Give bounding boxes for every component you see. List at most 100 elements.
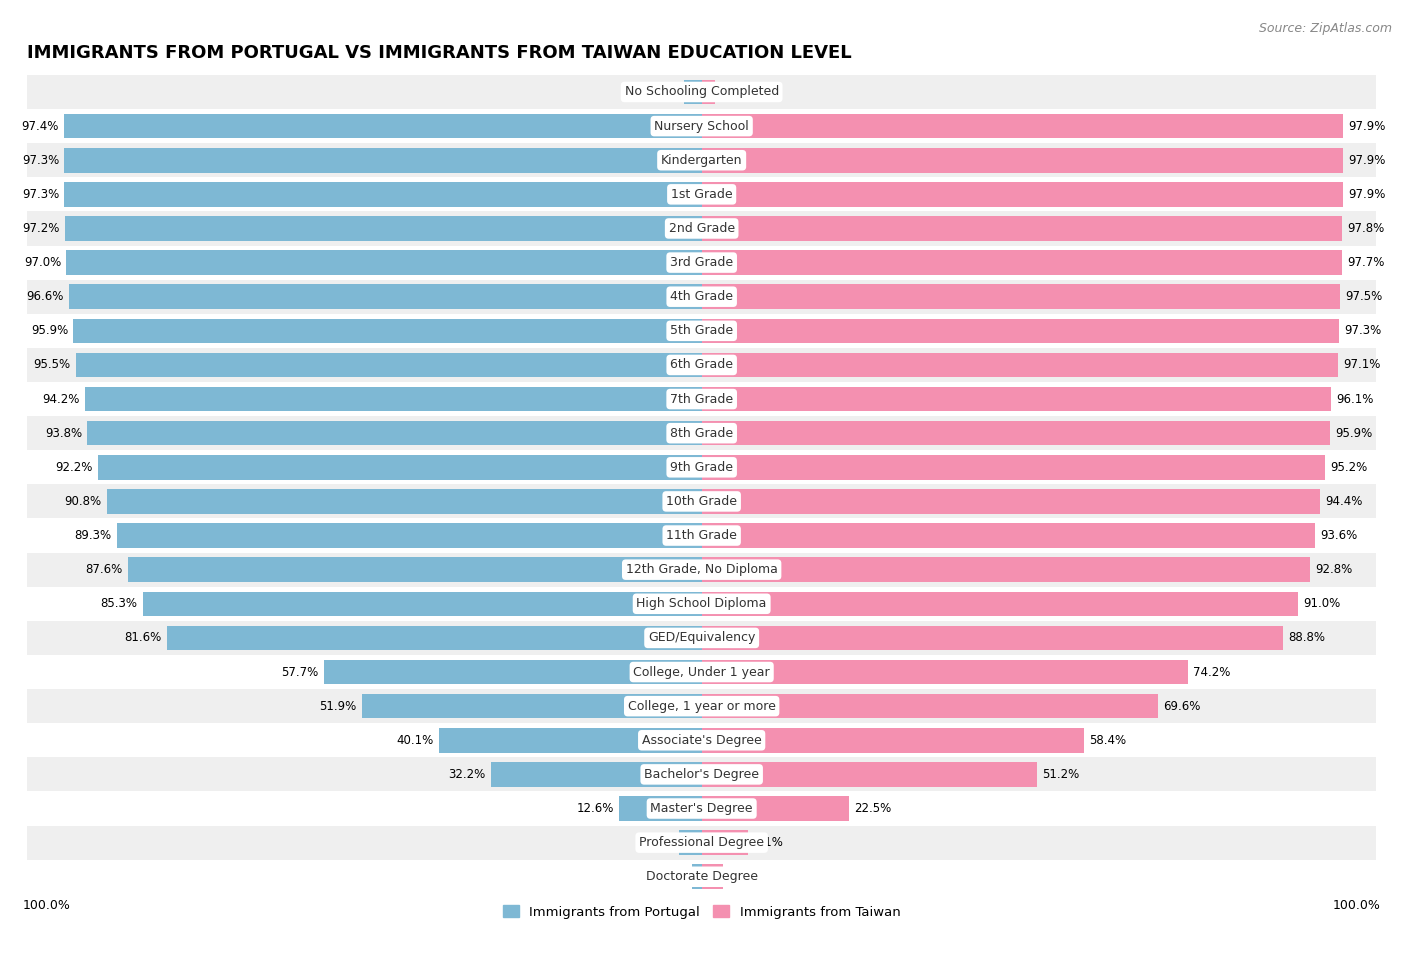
Bar [702,831,748,855]
Bar [702,592,1298,616]
Text: 3.2%: 3.2% [728,871,758,883]
Bar [702,694,1157,719]
Bar [27,450,1376,485]
Text: Kindergarten: Kindergarten [661,154,742,167]
Bar [702,182,1343,207]
Bar [128,558,702,582]
Text: 97.1%: 97.1% [1343,359,1381,371]
Bar [702,285,1340,309]
Text: 5th Grade: 5th Grade [671,325,734,337]
Bar [63,114,702,138]
Text: 69.6%: 69.6% [1163,700,1201,713]
Text: 85.3%: 85.3% [101,598,138,610]
Text: 95.5%: 95.5% [34,359,70,371]
Bar [27,553,1376,587]
Bar [84,387,702,411]
Text: 12th Grade, No Diploma: 12th Grade, No Diploma [626,564,778,576]
Bar [65,182,702,207]
Bar [683,80,702,104]
Bar [702,387,1331,411]
Bar [323,660,702,684]
Text: 97.0%: 97.0% [24,256,60,269]
Text: IMMIGRANTS FROM PORTUGAL VS IMMIGRANTS FROM TAIWAN EDUCATION LEVEL: IMMIGRANTS FROM PORTUGAL VS IMMIGRANTS F… [27,44,852,62]
Text: 2nd Grade: 2nd Grade [669,222,735,235]
Bar [702,626,1284,650]
Text: 4th Grade: 4th Grade [671,291,733,303]
Text: 97.5%: 97.5% [1346,291,1384,303]
Text: 1.5%: 1.5% [657,871,686,883]
Text: 96.6%: 96.6% [27,291,63,303]
Bar [65,216,702,241]
Bar [27,587,1376,621]
Legend: Immigrants from Portugal, Immigrants from Taiwan: Immigrants from Portugal, Immigrants fro… [498,900,905,924]
Bar [702,216,1343,241]
Bar [702,489,1320,514]
Bar [702,251,1341,275]
Bar [117,524,702,548]
Text: Master's Degree: Master's Degree [651,802,754,815]
Text: 40.1%: 40.1% [396,734,434,747]
Bar [27,689,1376,723]
Bar [98,455,702,480]
Text: Nursery School: Nursery School [654,120,749,133]
Text: GED/Equivalency: GED/Equivalency [648,632,755,644]
Bar [702,319,1339,343]
Text: Associate's Degree: Associate's Degree [641,734,762,747]
Bar [702,797,849,821]
Text: 92.2%: 92.2% [55,461,93,474]
Bar [702,865,723,889]
Text: 3rd Grade: 3rd Grade [671,256,734,269]
Text: 97.3%: 97.3% [1344,325,1382,337]
Text: 9th Grade: 9th Grade [671,461,733,474]
Text: 57.7%: 57.7% [281,666,319,679]
Text: 81.6%: 81.6% [125,632,162,644]
Bar [27,826,1376,860]
Bar [702,524,1315,548]
Bar [27,177,1376,212]
Text: 97.8%: 97.8% [1347,222,1385,235]
Text: 88.8%: 88.8% [1288,632,1326,644]
Bar [702,80,716,104]
Text: 95.2%: 95.2% [1330,461,1368,474]
Text: 95.9%: 95.9% [31,325,69,337]
Text: College, 1 year or more: College, 1 year or more [627,700,776,713]
Text: 97.9%: 97.9% [1348,188,1385,201]
Bar [702,455,1326,480]
Text: 1st Grade: 1st Grade [671,188,733,201]
Bar [27,860,1376,894]
Text: 74.2%: 74.2% [1192,666,1230,679]
Text: 89.3%: 89.3% [75,529,111,542]
Bar [702,421,1330,446]
Text: College, Under 1 year: College, Under 1 year [633,666,770,679]
Bar [27,109,1376,143]
Text: 2.7%: 2.7% [650,86,679,98]
Text: 97.3%: 97.3% [22,154,59,167]
Text: 51.9%: 51.9% [319,700,357,713]
Bar [66,251,702,275]
Text: 10th Grade: 10th Grade [666,495,737,508]
Bar [87,421,702,446]
Text: 90.8%: 90.8% [65,495,101,508]
Bar [27,519,1376,553]
Text: 97.9%: 97.9% [1348,154,1385,167]
Text: Bachelor's Degree: Bachelor's Degree [644,768,759,781]
Text: Source: ZipAtlas.com: Source: ZipAtlas.com [1258,22,1392,35]
Bar [27,348,1376,382]
Text: 93.6%: 93.6% [1320,529,1357,542]
Text: 3.5%: 3.5% [644,837,673,849]
Text: 92.8%: 92.8% [1315,564,1353,576]
Text: 11th Grade: 11th Grade [666,529,737,542]
Bar [702,762,1038,787]
Text: 96.1%: 96.1% [1337,393,1374,406]
Bar [69,285,702,309]
Bar [27,758,1376,792]
Text: 2.1%: 2.1% [721,86,751,98]
Bar [27,792,1376,826]
Bar [27,485,1376,519]
Bar [702,660,1188,684]
Text: 94.2%: 94.2% [42,393,79,406]
Text: Doctorate Degree: Doctorate Degree [645,871,758,883]
Bar [27,416,1376,450]
Text: 95.9%: 95.9% [1336,427,1372,440]
Bar [143,592,702,616]
